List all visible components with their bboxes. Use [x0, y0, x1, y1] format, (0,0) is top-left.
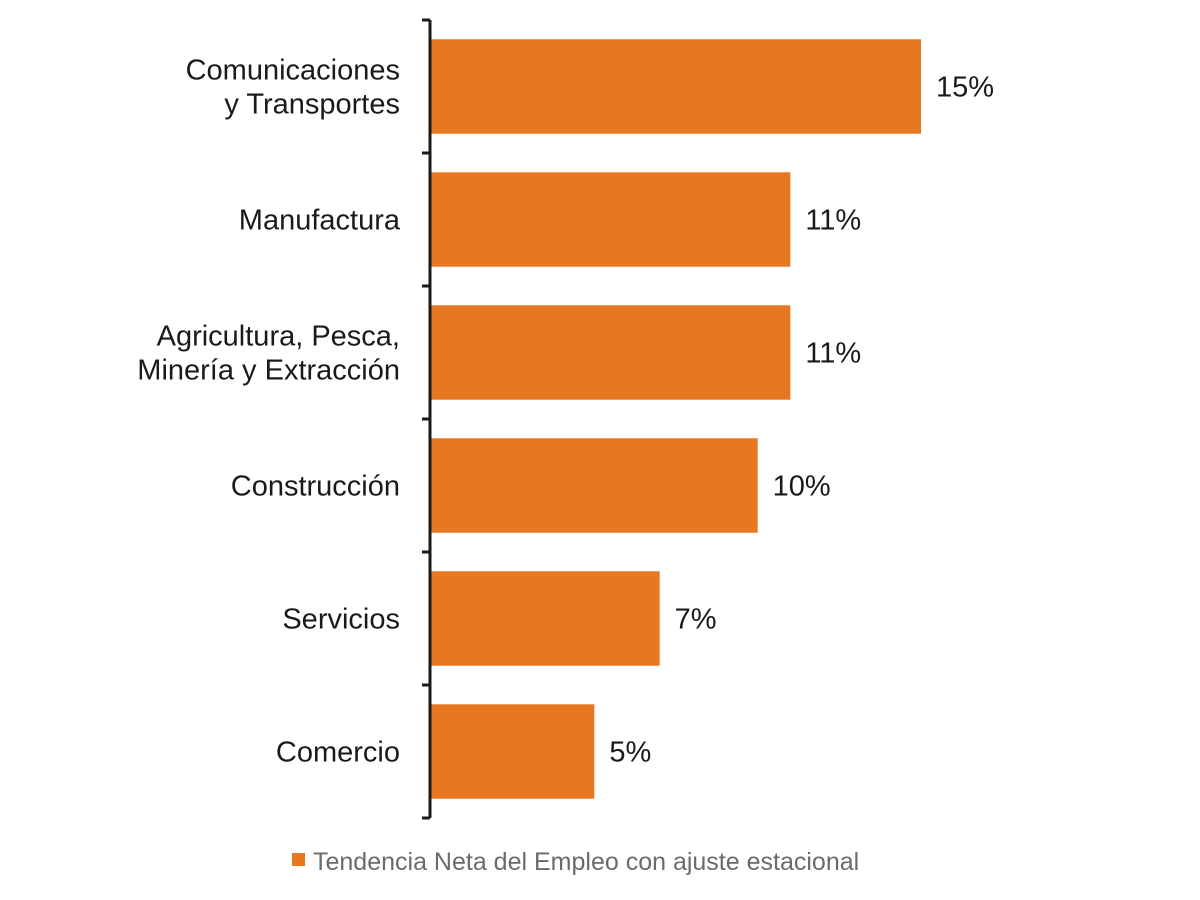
value-label: 7%	[675, 604, 717, 636]
value-labels: 15% 11% 11% 10% 7% 5%	[609, 72, 994, 769]
category-label-line: y Transportes	[224, 89, 400, 121]
category-label: Servicios	[282, 604, 400, 636]
value-label: 10%	[773, 471, 831, 503]
legend: Tendencia Neta del Empleo con ajuste est…	[292, 848, 859, 876]
legend-label: Tendencia Neta del Empleo con ajuste est…	[313, 848, 859, 876]
y-axis	[422, 18, 432, 820]
category-label: Manufactura	[239, 205, 401, 237]
category-label-line: Minería y Extracción	[137, 355, 400, 387]
bar	[431, 172, 791, 267]
bar	[431, 305, 791, 400]
bar	[431, 571, 660, 666]
category-labels: Comunicaciones y Transportes Manufactura Ag…	[137, 55, 401, 769]
value-label: 15%	[936, 72, 994, 104]
bar	[431, 39, 921, 134]
category-label: Construcción	[231, 471, 400, 503]
category-label-line: Servicios	[282, 604, 400, 636]
legend-swatch	[292, 853, 305, 866]
bar	[431, 438, 758, 533]
value-label: 5%	[609, 737, 651, 769]
value-label: 11%	[805, 205, 861, 237]
bars-layer	[431, 39, 921, 799]
category-label-line: Manufactura	[239, 205, 401, 237]
category-label-line: Agricultura, Pesca,	[157, 321, 400, 353]
category-label-line: Comunicaciones	[186, 55, 400, 87]
category-label-line: Comercio	[276, 737, 400, 769]
category-label-line: Construcción	[231, 471, 400, 503]
bar	[431, 704, 595, 799]
category-label: Comunicaciones y Transportes	[186, 55, 400, 121]
value-label: 11%	[805, 338, 861, 370]
category-label: Agricultura, Pesca, Minería y Extracción	[137, 321, 400, 387]
category-label: Comercio	[276, 737, 400, 769]
